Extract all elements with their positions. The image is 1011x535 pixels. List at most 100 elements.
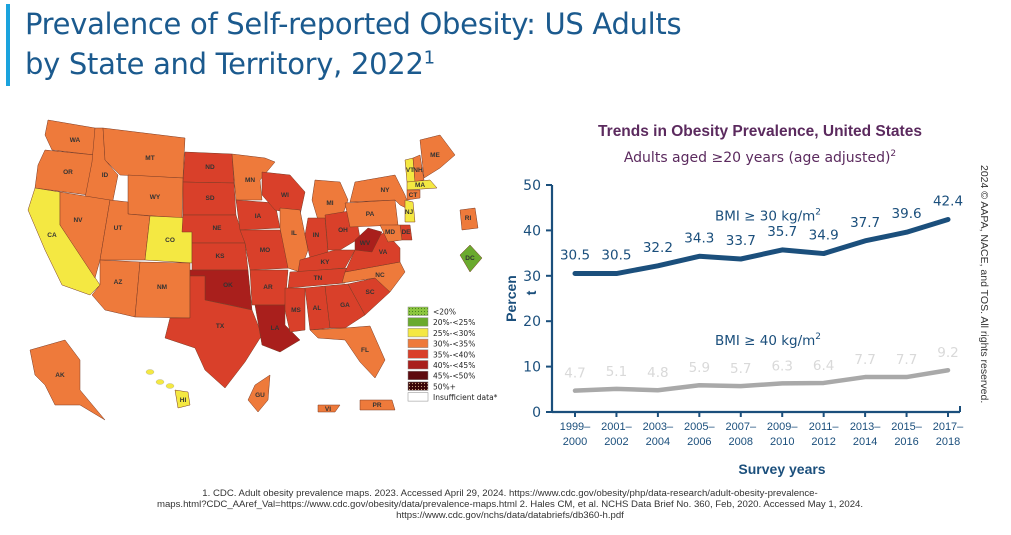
copyright-notice: 2024 © AAPA, NACE, and TOS. All rights r… (978, 165, 990, 404)
state-label-sc: SC (365, 289, 374, 296)
state-label-wi: WI (281, 192, 289, 199)
hawaii-island (165, 383, 175, 389)
page-title-line1: Prevalence of Self-reported Obesity: US … (25, 7, 682, 41)
state-label-wv: WV (360, 240, 371, 247)
state-label-nm: NM (157, 284, 167, 291)
data-label: 34.3 (684, 230, 714, 246)
state-label-ct: CT (409, 192, 418, 199)
state-nv (59, 191, 111, 279)
state-label-va: VA (379, 249, 388, 256)
state-label-oh: OH (338, 227, 348, 234)
state-label-in: IN (313, 232, 320, 239)
data-label: 34.9 (809, 228, 839, 244)
legend-swatch (407, 328, 429, 338)
state-ga (324, 283, 366, 329)
data-label: 5.7 (730, 361, 751, 377)
x-tick-label: 2015– 2016 (891, 421, 922, 448)
legend-swatch (407, 317, 429, 327)
x-tick-label: 2005– 2006 (684, 421, 715, 448)
legend-label: 30%-<35% (433, 340, 475, 349)
state-vi (317, 404, 341, 413)
chart-subtitle-text: Adults aged ≥20 years (age adjusted) (624, 150, 891, 166)
state-ms (284, 287, 306, 333)
x-tick-label: 2001– 2002 (601, 421, 632, 448)
states-layer: WA OR CA ID NV MT WY UT CO AZ NM ND SD NE KS OK TX MN IA MO… (27, 119, 483, 421)
data-label: 5.9 (689, 360, 710, 376)
data-label: 35.7 (767, 224, 797, 240)
obesity-prevalence-map: WA OR CA ID NV MT WY UT CO AZ NM ND SD NE KS OK TX MN IA MO… (27, 119, 498, 421)
map-legend: <20%20%-<25% 25%-<30% 30%-<35%35%-<40% 40%-… (407, 306, 498, 402)
y-tick-label: 10 (523, 360, 541, 376)
state-nh (412, 154, 425, 183)
hawaii-island (155, 379, 165, 385)
page-title-line2: by State and Territory, 2022 (25, 47, 424, 81)
data-label: 6.4 (813, 358, 834, 374)
footnotes: 1. CDC. Adult obesity prevalence maps. 2… (90, 488, 930, 521)
state-label-az: AZ (114, 279, 123, 286)
state-hi (174, 389, 191, 409)
legend-label: 40%-<45% (433, 361, 475, 370)
legend-swatch (407, 349, 429, 359)
data-label: 33.7 (726, 233, 756, 249)
data-label: 42.4 (933, 194, 963, 210)
state-label-ia: IA (255, 213, 262, 220)
state-label-fl: FL (361, 347, 369, 354)
title-footnote-ref: 1 (423, 47, 435, 69)
data-label: 9.2 (937, 345, 958, 361)
y-axis-title: Percen (503, 275, 519, 322)
y-tick-label: 0 (532, 405, 541, 421)
state-ri (459, 207, 479, 231)
state-or (34, 149, 96, 196)
y-axis-title-wrap: t (523, 290, 539, 295)
page-title: Prevalence of Self-reported Obesity: US … (25, 4, 682, 84)
legend-swatch (407, 306, 429, 316)
legend-label: 20%-<25% (433, 318, 475, 327)
state-az (91, 259, 141, 318)
legend-swatch (407, 360, 429, 370)
state-label-ny: NY (380, 187, 390, 194)
state-nj (404, 199, 416, 223)
state-label-mn: MN (245, 177, 255, 184)
state-ma (406, 179, 438, 191)
chart-axes: 0 10 20 30 40 50 Percen t 1999– 2000 2001– 2002 2003… (503, 178, 964, 448)
state-tx (164, 275, 263, 389)
state-label-ar: AR (263, 284, 273, 291)
state-label-ga: GA (340, 302, 350, 309)
state-label-wy: WY (150, 194, 161, 201)
state-label-nv: NV (73, 217, 83, 224)
data-label: 6.3 (771, 358, 792, 374)
data-label: 32.2 (643, 240, 673, 256)
state-label-md: MD (385, 229, 395, 236)
state-label-wa: WA (70, 137, 81, 144)
state-label-nj: NJ (405, 209, 414, 216)
legend-swatch (407, 381, 429, 391)
footnote-line-2: maps.html?CDC_AAref_Val=https://www.cdc.… (156, 499, 864, 510)
state-tn (287, 267, 351, 289)
hawaii-island (145, 369, 155, 375)
state-label-pr: PR (372, 402, 381, 409)
state-label-ok: OK (223, 282, 233, 289)
legend-swatch (407, 338, 429, 348)
y-tick-label: 30 (523, 269, 541, 285)
state-label-ks: KS (215, 253, 225, 260)
x-axis-title: Survey years (738, 461, 825, 477)
state-fl (309, 325, 386, 379)
state-label-de: DE (401, 229, 411, 236)
state-ak (29, 339, 106, 421)
legend-label: 50%+ (433, 382, 456, 391)
data-label: 39.6 (892, 206, 922, 222)
x-tick-label: 2013– 2014 (850, 421, 881, 448)
state-label-la: LA (271, 325, 280, 332)
state-wv (354, 227, 383, 253)
chart-title: Trends in Obesity Prevalence, United Sta… (598, 123, 922, 140)
series-line-bmi30 (572, 217, 951, 277)
legend-swatch (407, 392, 429, 402)
legend-label: 45%-<50% (433, 372, 475, 381)
state-label-vi: VI (325, 406, 331, 413)
state-label-co: CO (165, 237, 175, 244)
legend-swatch (407, 370, 429, 380)
state-pr (359, 399, 396, 411)
state-ky (297, 249, 356, 273)
state-label-dc: DC (465, 255, 475, 262)
state-label-tx: TX (216, 323, 225, 330)
